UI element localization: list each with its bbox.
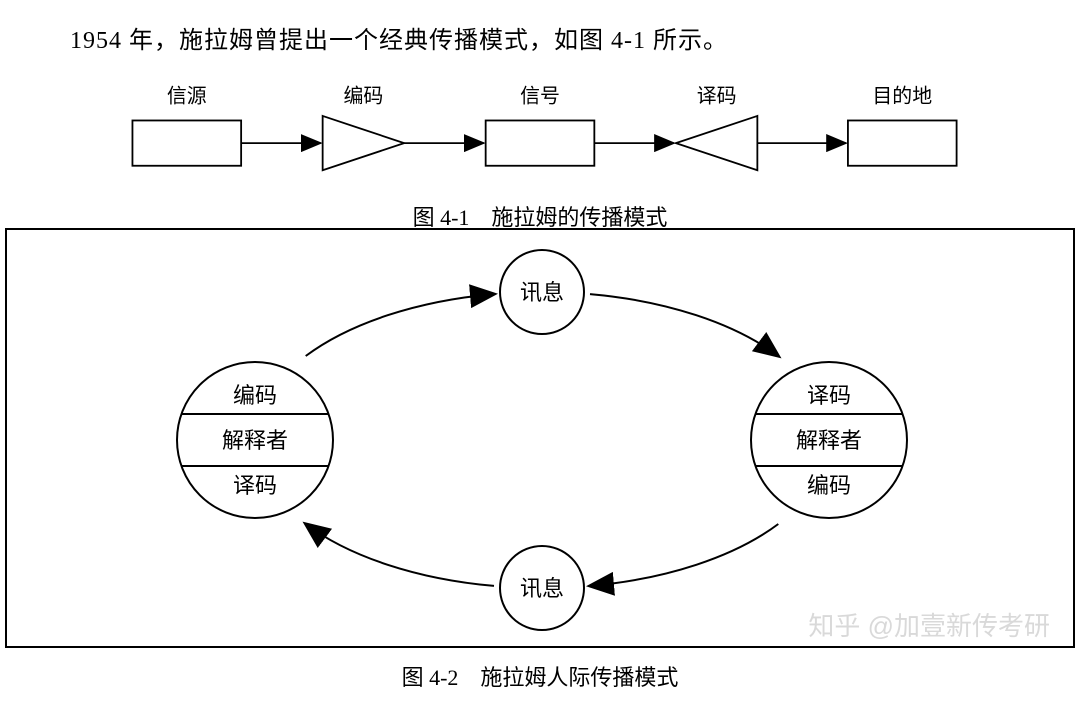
arc-bottom-left (306, 524, 494, 586)
label-n1: 信源 (167, 84, 207, 107)
arc-top-right (590, 294, 778, 356)
diagram-2-circular-flow: 编码解释者译码译码解释者编码讯息讯息 (7, 230, 1073, 646)
node-n5 (848, 120, 957, 165)
node-n1 (132, 120, 241, 165)
page: 1954 年，施拉姆曾提出一个经典传播模式，如图 4-1 所示。 信源编码信号译… (0, 0, 1080, 703)
intro-text: 1954 年，施拉姆曾提出一个经典传播模式，如图 4-1 所示。 (70, 20, 728, 55)
diagram-1-linear-flow: 信源 编码 信号 译码 目的地 (60, 55, 1020, 195)
diagram-2-caption: 图 4-2 施拉姆人际传播模式 (0, 660, 1080, 692)
label-right-row0: 译码 (807, 383, 851, 408)
label-left-row1: 解释者 (222, 428, 288, 453)
label-bottom: 讯息 (520, 576, 564, 601)
label-n5: 目的地 (872, 84, 932, 107)
diagram-2-frame: 编码解释者译码译码解释者编码讯息讯息 (5, 228, 1075, 648)
arc-left-top (306, 294, 494, 356)
label-n3: 信号 (520, 84, 560, 107)
label-n4: 译码 (697, 84, 737, 107)
node-n3 (486, 120, 595, 165)
node-n2 (323, 116, 405, 170)
node-n4 (676, 116, 758, 170)
label-top: 讯息 (520, 280, 564, 305)
label-right-row2: 编码 (807, 473, 851, 498)
label-n2: 编码 (343, 84, 383, 107)
label-left-row0: 编码 (233, 383, 277, 408)
arc-right-bottom (590, 524, 778, 586)
label-right-row1: 解释者 (796, 428, 862, 453)
label-left-row2: 译码 (233, 473, 277, 498)
